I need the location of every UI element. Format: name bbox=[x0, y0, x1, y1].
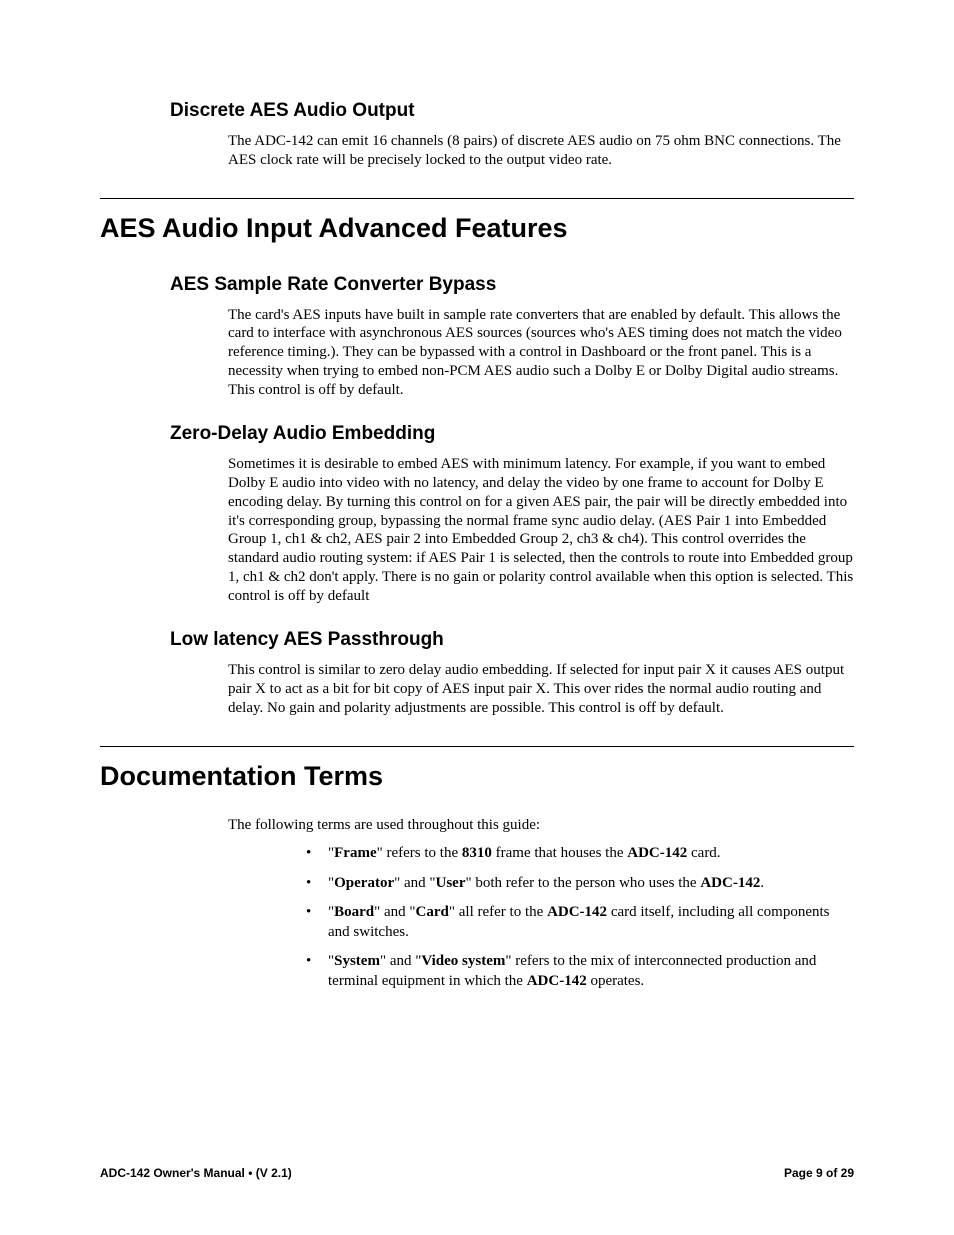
body-src-bypass: The card's AES inputs have built in samp… bbox=[228, 306, 854, 400]
footer-left-suffix: (V 2.1) bbox=[252, 1166, 291, 1180]
body-low-latency: This control is similar to zero delay au… bbox=[228, 661, 854, 717]
list-item: "Operator" and "User" both refer to the … bbox=[300, 874, 854, 894]
section-rule bbox=[100, 746, 854, 747]
body-doc-terms-intro: The following terms are used throughout … bbox=[228, 816, 854, 835]
heading-low-latency: Low latency AES Passthrough bbox=[170, 629, 854, 651]
page: Discrete AES Audio Output The ADC-142 ca… bbox=[0, 0, 954, 1235]
heading-advanced-features: AES Audio Input Advanced Features bbox=[100, 213, 854, 244]
heading-zero-delay: Zero-Delay Audio Embedding bbox=[170, 423, 854, 445]
list-item: "Board" and "Card" all refer to the ADC-… bbox=[300, 903, 854, 942]
doc-terms-list: "Frame" refers to the 8310 frame that ho… bbox=[300, 844, 854, 991]
body-zero-delay: Sometimes it is desirable to embed AES w… bbox=[228, 455, 854, 605]
list-item: "Frame" refers to the 8310 frame that ho… bbox=[300, 844, 854, 864]
footer-left: ADC-142 Owner's Manual • (V 2.1) bbox=[100, 1166, 292, 1180]
heading-src-bypass: AES Sample Rate Converter Bypass bbox=[170, 274, 854, 296]
section-rule bbox=[100, 198, 854, 199]
heading-doc-terms: Documentation Terms bbox=[100, 761, 854, 792]
heading-discrete-aes: Discrete AES Audio Output bbox=[170, 100, 854, 122]
page-footer: ADC-142 Owner's Manual • (V 2.1) Page 9 … bbox=[100, 1166, 854, 1180]
footer-left-prefix: ADC-142 Owner's Manual bbox=[100, 1166, 248, 1180]
footer-right: Page 9 of 29 bbox=[784, 1166, 854, 1180]
list-item: "System" and "Video system" refers to th… bbox=[300, 952, 854, 991]
body-discrete-aes: The ADC-142 can emit 16 channels (8 pair… bbox=[228, 132, 854, 170]
